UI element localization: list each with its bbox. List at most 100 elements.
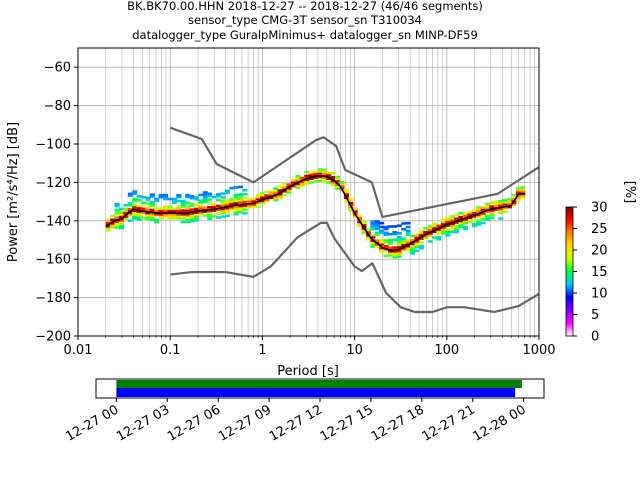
heatmap-cell [242, 212, 248, 215]
heatmap-cell [233, 193, 239, 197]
heatmap-cell [180, 216, 186, 220]
heatmap-cell [392, 225, 398, 228]
heatmap-cell [467, 212, 473, 216]
heatmap-cell [158, 195, 164, 199]
coverage-tick-label: 12-27 00 [63, 402, 121, 444]
coverage-bars [116, 380, 522, 397]
heatmap-cell [462, 218, 468, 221]
heatmap-cell [224, 208, 230, 212]
heatmap-cell [193, 196, 199, 199]
heatmap-cell [379, 250, 385, 254]
heatmap-cell [224, 210, 230, 214]
heatmap-cell [176, 209, 182, 212]
heatmap-cell [167, 216, 173, 220]
heatmap-cell [485, 214, 491, 217]
heatmap-cell [273, 187, 279, 190]
heatmap-cell [388, 252, 394, 255]
heatmap-cell [123, 203, 129, 207]
heatmap-cell [396, 255, 402, 258]
heatmap-cell [326, 171, 332, 175]
heatmap-cell [149, 214, 155, 218]
heatmap-cell [185, 209, 191, 212]
heatmap-cell [321, 178, 327, 181]
heatmap-cell [379, 248, 385, 252]
heatmap-cell [458, 225, 464, 228]
heatmap-cell [105, 221, 111, 224]
coverage-tick-label: 12-27 18 [369, 402, 427, 444]
heatmap-cell [260, 193, 266, 197]
heatmap-cell [268, 196, 274, 200]
heatmap-cell [229, 200, 235, 203]
heatmap-cell [238, 204, 244, 208]
heatmap-cell [176, 213, 182, 216]
heatmap-cell [480, 206, 486, 209]
heatmap-cell [321, 176, 327, 179]
heatmap-cell [379, 231, 385, 235]
heatmap-cell [485, 218, 491, 221]
heatmap-cell [370, 222, 376, 225]
heatmap-cell [374, 224, 380, 227]
heatmap-cell [260, 192, 266, 195]
heatmap-cell [264, 194, 270, 197]
heatmap-cell [405, 233, 411, 236]
heatmap-cell [180, 201, 186, 205]
heatmap-cell [189, 196, 195, 200]
heatmap-cell [229, 186, 235, 190]
heatmap-cell [299, 176, 305, 180]
heatmap-cell [238, 195, 244, 198]
heatmap-cell [405, 225, 411, 229]
heatmap-cell [198, 199, 204, 202]
heatmap-cell [180, 220, 186, 224]
heatmap-cell [511, 203, 517, 207]
heatmap-cell [485, 204, 491, 208]
heatmap-cell [498, 211, 504, 215]
heatmap-cell [136, 214, 142, 217]
heatmap-cell [255, 201, 261, 205]
heatmap-cell [502, 210, 508, 214]
heatmap-cell [193, 215, 199, 218]
heatmap-cell [401, 227, 407, 231]
heatmap-cell [401, 241, 407, 244]
heatmap-cell [158, 207, 164, 210]
heatmap-cell [388, 242, 394, 246]
heatmap-cell [392, 255, 398, 259]
heatmap-cell [396, 245, 402, 249]
heatmap-cell [114, 204, 120, 208]
y-tick-label: −60 [44, 61, 71, 76]
heatmap-cell [207, 211, 213, 215]
heatmap-cell [410, 242, 416, 246]
heatmap-cell [141, 201, 147, 205]
title-line-3: datalogger_type GuralpMinimus+ datalogge… [132, 28, 478, 42]
heatmap-cell [432, 236, 438, 239]
colorbar-tick-label: 0 [591, 330, 599, 345]
heatmap-cell [238, 210, 244, 214]
heatmap-cell [348, 201, 354, 204]
heatmap-cell [348, 199, 354, 202]
heatmap-cell [114, 208, 120, 212]
heatmap-cell [202, 210, 208, 213]
heatmap-cell [233, 207, 239, 210]
heatmap-cell [392, 253, 398, 257]
heatmap-cell [383, 254, 389, 258]
heatmap-cell [202, 195, 208, 198]
heatmap-cell [396, 251, 402, 254]
heatmap-cell [242, 204, 248, 207]
heatmap-cell [436, 230, 442, 233]
heatmap-cell [149, 212, 155, 216]
heatmap-cell [264, 200, 270, 203]
coverage-tick-label: 12-27 15 [318, 402, 376, 444]
heatmap-cell [290, 180, 296, 184]
heatmap-cell [432, 224, 438, 228]
heatmap-cell [251, 197, 257, 201]
heatmap-cell [242, 196, 248, 200]
heatmap-cell [189, 212, 195, 215]
heatmap-cell [233, 201, 239, 204]
heatmap-cell [193, 213, 199, 216]
heatmap-cell [418, 245, 424, 248]
noise-models [169, 126, 540, 314]
heatmap-cell [392, 246, 398, 249]
heatmap-cell [370, 233, 376, 237]
heatmap-cell [352, 209, 358, 213]
title-line-2: sensor_type CMG-3T sensor_sn T310034 [188, 13, 422, 27]
